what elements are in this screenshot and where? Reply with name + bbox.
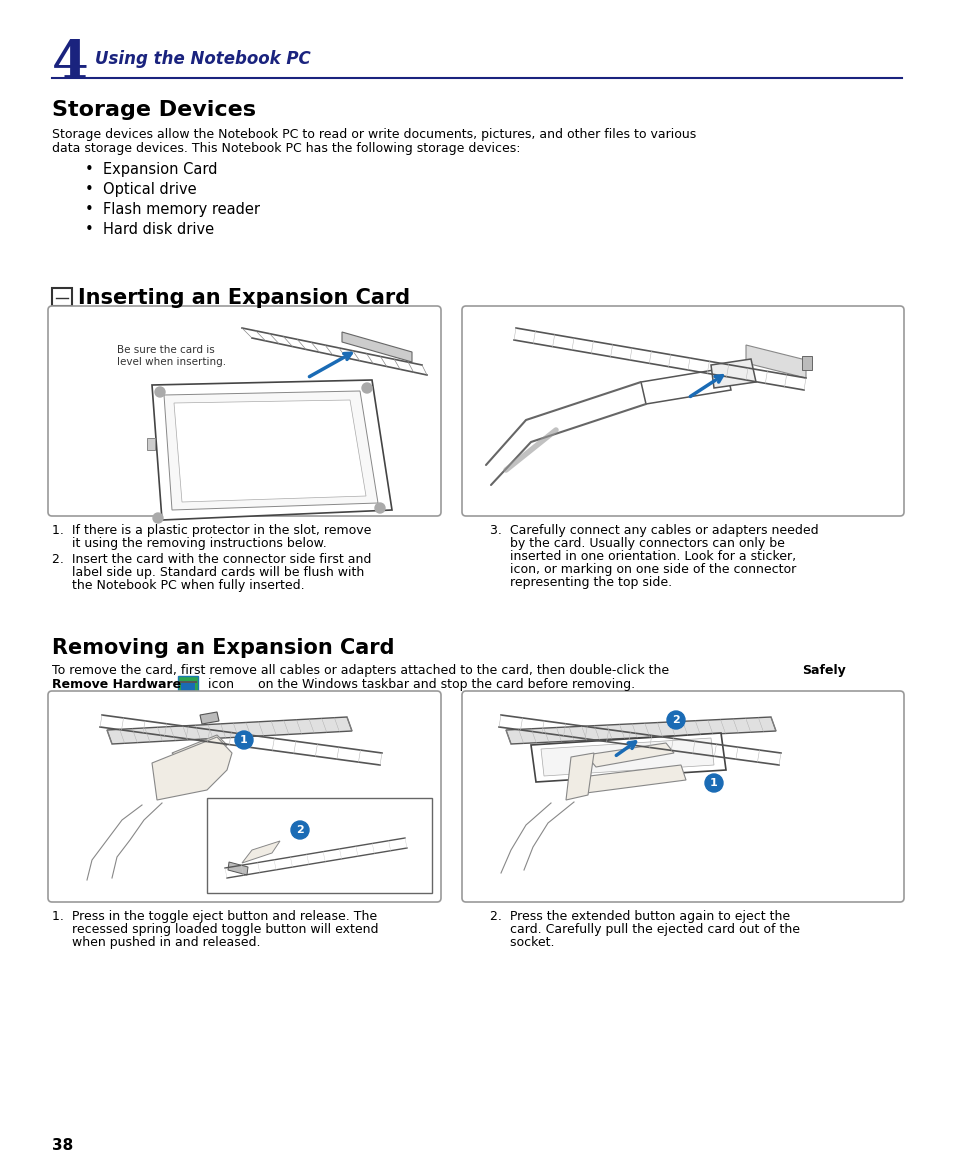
Polygon shape	[565, 753, 594, 800]
Text: •  Optical drive: • Optical drive	[85, 182, 196, 198]
Bar	[181, 681, 194, 691]
Text: icon      on the Windows taskbar and stop the card before removing.: icon on the Windows taskbar and stop the…	[204, 678, 635, 691]
Text: the Notebook PC when fully inserted.: the Notebook PC when fully inserted.	[52, 579, 304, 593]
Polygon shape	[341, 331, 412, 362]
Polygon shape	[710, 359, 755, 388]
Circle shape	[234, 731, 253, 748]
FancyBboxPatch shape	[178, 676, 198, 694]
Polygon shape	[531, 733, 725, 782]
Text: when pushed in and released.: when pushed in and released.	[52, 936, 260, 949]
Circle shape	[152, 513, 163, 523]
Polygon shape	[172, 735, 227, 767]
Text: icon, or marking on one side of the connector: icon, or marking on one side of the conn…	[490, 562, 796, 576]
Text: •  Hard disk drive: • Hard disk drive	[85, 222, 213, 237]
Bar	[801, 356, 811, 370]
Text: representing the top side.: representing the top side.	[490, 576, 672, 589]
Bar	[179, 681, 196, 683]
Text: Be sure the card is
level when inserting.: Be sure the card is level when inserting…	[117, 345, 226, 366]
Circle shape	[375, 502, 385, 513]
Polygon shape	[585, 743, 673, 767]
FancyBboxPatch shape	[207, 798, 432, 893]
Text: socket.: socket.	[490, 936, 554, 949]
Text: it using the removing instructions below.: it using the removing instructions below…	[52, 537, 327, 550]
Text: 1.  Press in the toggle eject button and release. The: 1. Press in the toggle eject button and …	[52, 910, 376, 923]
Polygon shape	[640, 368, 730, 404]
Polygon shape	[505, 717, 775, 744]
Text: label side up. Standard cards will be flush with: label side up. Standard cards will be fl…	[52, 566, 364, 579]
Circle shape	[704, 774, 722, 792]
FancyBboxPatch shape	[48, 691, 440, 902]
Polygon shape	[242, 841, 280, 863]
Polygon shape	[228, 862, 248, 875]
Polygon shape	[580, 765, 685, 793]
Text: 2: 2	[672, 715, 679, 725]
Text: To remove the card, first remove all cables or adapters attached to the card, th: To remove the card, first remove all cab…	[52, 664, 673, 677]
FancyBboxPatch shape	[461, 306, 903, 516]
Text: Storage devices allow the Notebook PC to read or write documents, pictures, and : Storage devices allow the Notebook PC to…	[52, 128, 696, 141]
Text: Storage Devices: Storage Devices	[52, 100, 255, 120]
Text: data storage devices. This Notebook PC has the following storage devices:: data storage devices. This Notebook PC h…	[52, 142, 520, 155]
Polygon shape	[173, 400, 366, 502]
Polygon shape	[152, 380, 392, 520]
Text: recessed spring loaded toggle button will extend: recessed spring loaded toggle button wil…	[52, 923, 378, 936]
Circle shape	[291, 821, 309, 839]
Text: Inserting an Expansion Card: Inserting an Expansion Card	[78, 288, 410, 308]
Bar	[147, 438, 154, 450]
Text: by the card. Usually connectors can only be: by the card. Usually connectors can only…	[490, 537, 784, 550]
Text: Remove Hardware: Remove Hardware	[52, 678, 181, 691]
Text: 2.  Press the extended button again to eject the: 2. Press the extended button again to ej…	[490, 910, 789, 923]
Text: 3.  Carefully connect any cables or adapters needed: 3. Carefully connect any cables or adapt…	[490, 524, 818, 537]
Polygon shape	[745, 345, 805, 378]
Polygon shape	[200, 711, 219, 724]
Text: Removing an Expansion Card: Removing an Expansion Card	[52, 638, 395, 658]
Text: inserted in one orientation. Look for a sticker,: inserted in one orientation. Look for a …	[490, 550, 796, 562]
Polygon shape	[540, 738, 713, 776]
Polygon shape	[152, 737, 232, 800]
Text: •  Expansion Card: • Expansion Card	[85, 162, 217, 177]
Text: Using the Notebook PC: Using the Notebook PC	[95, 50, 311, 68]
Text: 4: 4	[52, 38, 89, 89]
FancyBboxPatch shape	[461, 691, 903, 902]
Text: Safely: Safely	[801, 664, 845, 677]
Text: 1: 1	[240, 735, 248, 745]
Text: 1.  If there is a plastic protector in the slot, remove: 1. If there is a plastic protector in th…	[52, 524, 371, 537]
Text: •  Flash memory reader: • Flash memory reader	[85, 202, 260, 217]
Text: 38: 38	[52, 1138, 73, 1153]
Text: 2.  Insert the card with the connector side first and: 2. Insert the card with the connector si…	[52, 553, 371, 566]
FancyBboxPatch shape	[48, 306, 440, 516]
Polygon shape	[164, 392, 377, 511]
Text: 1: 1	[709, 778, 717, 788]
Text: 2: 2	[295, 825, 304, 835]
Circle shape	[361, 383, 372, 393]
Circle shape	[154, 387, 165, 397]
Circle shape	[666, 711, 684, 729]
Polygon shape	[107, 717, 352, 744]
FancyBboxPatch shape	[52, 288, 71, 306]
Text: card. Carefully pull the ejected card out of the: card. Carefully pull the ejected card ou…	[490, 923, 800, 936]
